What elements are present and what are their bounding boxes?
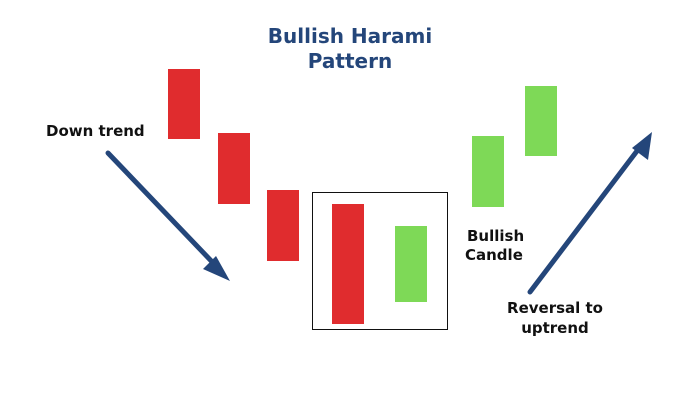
harami-bearish-candle xyxy=(332,204,364,324)
bullish-candle-2 xyxy=(525,86,557,156)
down-trend-label: Down trend xyxy=(46,122,145,140)
reversal-label-line-1: Reversal to xyxy=(507,299,603,317)
uptrend-arrow xyxy=(527,132,652,295)
reversal-label-line-2: uptrend xyxy=(521,319,589,337)
title-line-2: Pattern xyxy=(307,49,393,73)
bearish-candle-1 xyxy=(168,69,200,139)
title-line-1: Bullish Harami xyxy=(267,24,433,48)
harami-pattern-box xyxy=(312,192,448,330)
harami-bullish-candle xyxy=(395,226,427,302)
bearish-candle-2 xyxy=(218,133,250,204)
bearish-candle-3 xyxy=(267,190,299,261)
bullish-candle-1 xyxy=(472,136,504,207)
bullish-candle-label-line-2: Candle xyxy=(465,246,523,264)
bullish-candle-label-line-1: Bullish xyxy=(467,227,525,245)
down-trend-arrow xyxy=(105,150,230,281)
